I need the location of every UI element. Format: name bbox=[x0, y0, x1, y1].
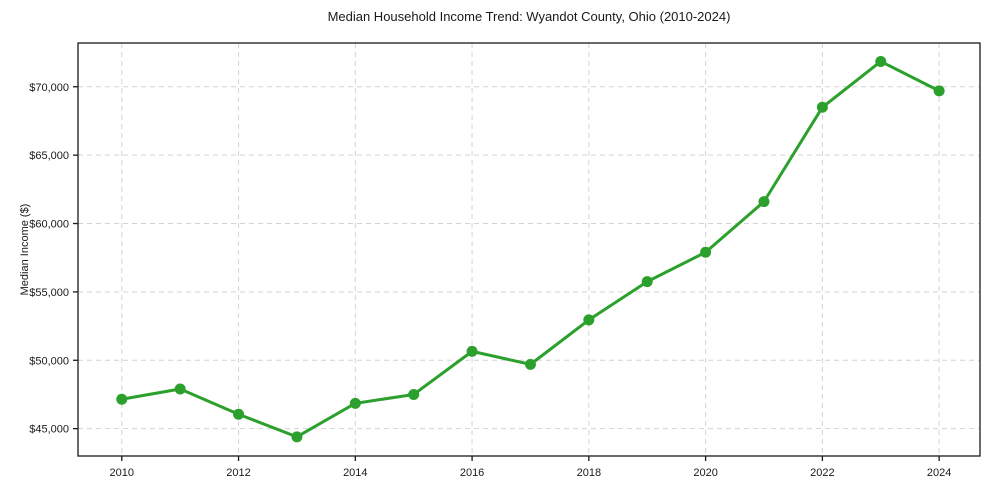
chart-title: Median Household Income Trend: Wyandot C… bbox=[327, 9, 731, 24]
x-tick-label: 2016 bbox=[460, 467, 484, 479]
data-point-2015 bbox=[408, 388, 420, 400]
data-point-2013 bbox=[291, 431, 303, 443]
data-point-2011 bbox=[174, 383, 186, 395]
y-tick-label: $45,000 bbox=[29, 424, 69, 436]
y-tick-label: $65,000 bbox=[29, 150, 69, 162]
data-point-2012 bbox=[233, 408, 245, 420]
x-tick-label: 2010 bbox=[110, 467, 134, 479]
data-point-2010 bbox=[116, 393, 128, 405]
x-tick-label: 2012 bbox=[226, 467, 250, 479]
plot-border bbox=[77, 42, 981, 457]
data-point-2020 bbox=[700, 246, 712, 258]
data-point-2022 bbox=[816, 101, 828, 113]
x-tick-label: 2024 bbox=[927, 467, 951, 479]
data-point-2023 bbox=[875, 55, 887, 67]
y-tick-label: $50,000 bbox=[29, 355, 69, 367]
x-tick-label: 2020 bbox=[693, 467, 717, 479]
y-tick-label: $70,000 bbox=[29, 82, 69, 94]
x-tick-label: 2014 bbox=[343, 467, 367, 479]
data-point-2014 bbox=[349, 397, 361, 409]
data-point-2017 bbox=[524, 358, 536, 370]
data-point-2018 bbox=[583, 314, 595, 326]
data-point-2016 bbox=[466, 345, 478, 357]
data-point-2019 bbox=[641, 276, 653, 288]
y-tick-label: $55,000 bbox=[29, 287, 69, 299]
x-tick-label: 2018 bbox=[577, 467, 601, 479]
data-point-2021 bbox=[758, 196, 770, 208]
data-point-2024 bbox=[933, 85, 945, 97]
x-tick-label: 2022 bbox=[810, 467, 834, 479]
y-tick-label: $60,000 bbox=[29, 219, 69, 231]
income-trend-line bbox=[120, 59, 941, 439]
